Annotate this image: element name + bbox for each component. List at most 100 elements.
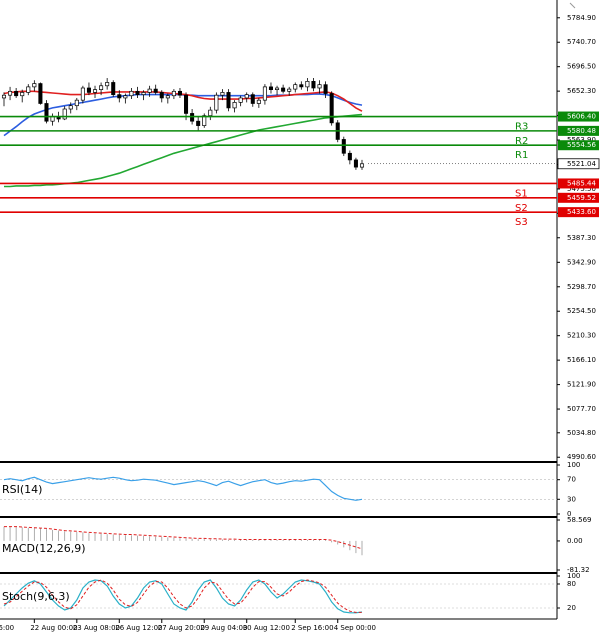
time-tick-label: 2 Sep 16:00 [291,624,333,632]
rsi-label: RSI(14) [2,483,42,496]
candle [111,80,116,97]
candle-body-up [165,95,170,99]
level-name-r2: R2 [515,136,528,147]
candle [262,84,267,105]
price-tick-label: 5210.30 [567,332,596,340]
level-name-s1: S1 [515,188,528,199]
last-price-box [557,158,600,170]
candle-body-up [129,90,134,97]
candle [359,159,365,170]
rsi-line [3,476,363,501]
candle-body-up [171,90,176,97]
candle [86,82,91,96]
candle-body-down [347,152,352,161]
candle [329,91,334,126]
rsi-tick-label: 100 [567,461,580,469]
candle [68,102,73,114]
candle-body-up [50,116,55,122]
candle-body-down [329,93,334,124]
candle-body-down [311,81,316,89]
candle-body-down [299,84,304,88]
price-tick-label: 5166.10 [567,356,596,364]
candle-body-down [44,103,49,122]
rsi-panel: 100 70 30 0 RSI(14) [0,461,580,518]
price-tick-label: 5298.70 [567,283,596,291]
candle [80,85,85,104]
candle [196,116,201,132]
candle-body-up [92,89,98,93]
candle-body-up [317,84,322,89]
stoch-tick-label: 20 [567,604,576,612]
macd-tick-label: 58.569 [567,516,592,524]
candle [268,82,274,94]
level-name-s2: S2 [515,203,528,214]
candle [177,87,182,98]
candle [1,92,7,107]
candle-body-up [256,99,261,104]
candle [208,106,213,121]
candle [99,82,104,96]
candle-body-down [184,94,189,114]
candle-body-up [74,99,79,107]
candle-body-down [323,84,328,94]
candle-body-up [26,86,31,93]
candle [141,90,146,101]
candle-body-up [220,92,225,96]
price-tick-label: 5784.90 [567,14,596,22]
ma-red-line [3,90,363,112]
stoch-label: Stoch(9,6,3) [2,590,70,603]
candle-body-up [359,163,365,168]
candle [26,84,31,96]
candle-body-down [135,90,140,95]
last-price-label: 5521.04 [567,160,596,168]
candle-body-down [268,86,274,91]
candle-body-down [117,94,122,99]
level-price-label-s2: 5459.52 [567,194,596,202]
level-price-box-r2 [558,125,599,136]
candle [32,80,37,92]
time-tick-label: 16:00 [0,624,14,632]
candle [323,81,328,98]
level-price-box-s2 [558,192,599,203]
candle-body-up [214,94,219,111]
candle-body-down [14,90,19,97]
price-tick-label: 5652.30 [567,87,596,95]
level-price-label-r2: 5580.48 [567,127,596,135]
time-tick-label: 23 Aug 08:00 [73,624,120,632]
candle-body-up [1,94,7,99]
macd-tick-label: 0.00 [567,537,583,545]
level-price-box-s3 [558,207,599,218]
candle-body-up [62,108,67,120]
candle [20,89,25,103]
price-tick-label: 5563.90 [567,136,596,144]
candle-body-down [196,120,201,126]
candle [244,92,249,103]
candle-body-up [244,94,249,99]
price-tick-label: 5475.50 [567,185,596,193]
candle [214,92,219,114]
time-tick-label: 4 Sep 00:00 [334,624,376,632]
macd-tick-label: -81.32 [567,566,590,574]
corner-marker [569,2,576,9]
candle-body-up [123,95,128,99]
candle [129,87,134,100]
macd-label: MACD(12,26,9) [2,542,86,555]
candle-body-up [262,86,267,101]
price-tick-label: 5696.50 [567,63,596,71]
candle [14,87,19,98]
time-tick-label: 26 Aug 12:00 [115,624,162,632]
candle-body-up [275,87,280,91]
level-price-box-r3 [558,111,599,122]
candle-body-up [305,81,310,88]
price-tick-label: 5387.30 [567,234,596,242]
candle-body-up [202,115,207,126]
price-tick-label: 5740.70 [567,38,596,46]
candle-body-up [238,97,243,103]
candle [341,136,346,157]
price-tick-label: 5034.80 [567,429,596,437]
stoch-d-line [3,579,362,613]
candle-body-up [8,90,13,96]
level-price-box-r1 [558,140,599,151]
